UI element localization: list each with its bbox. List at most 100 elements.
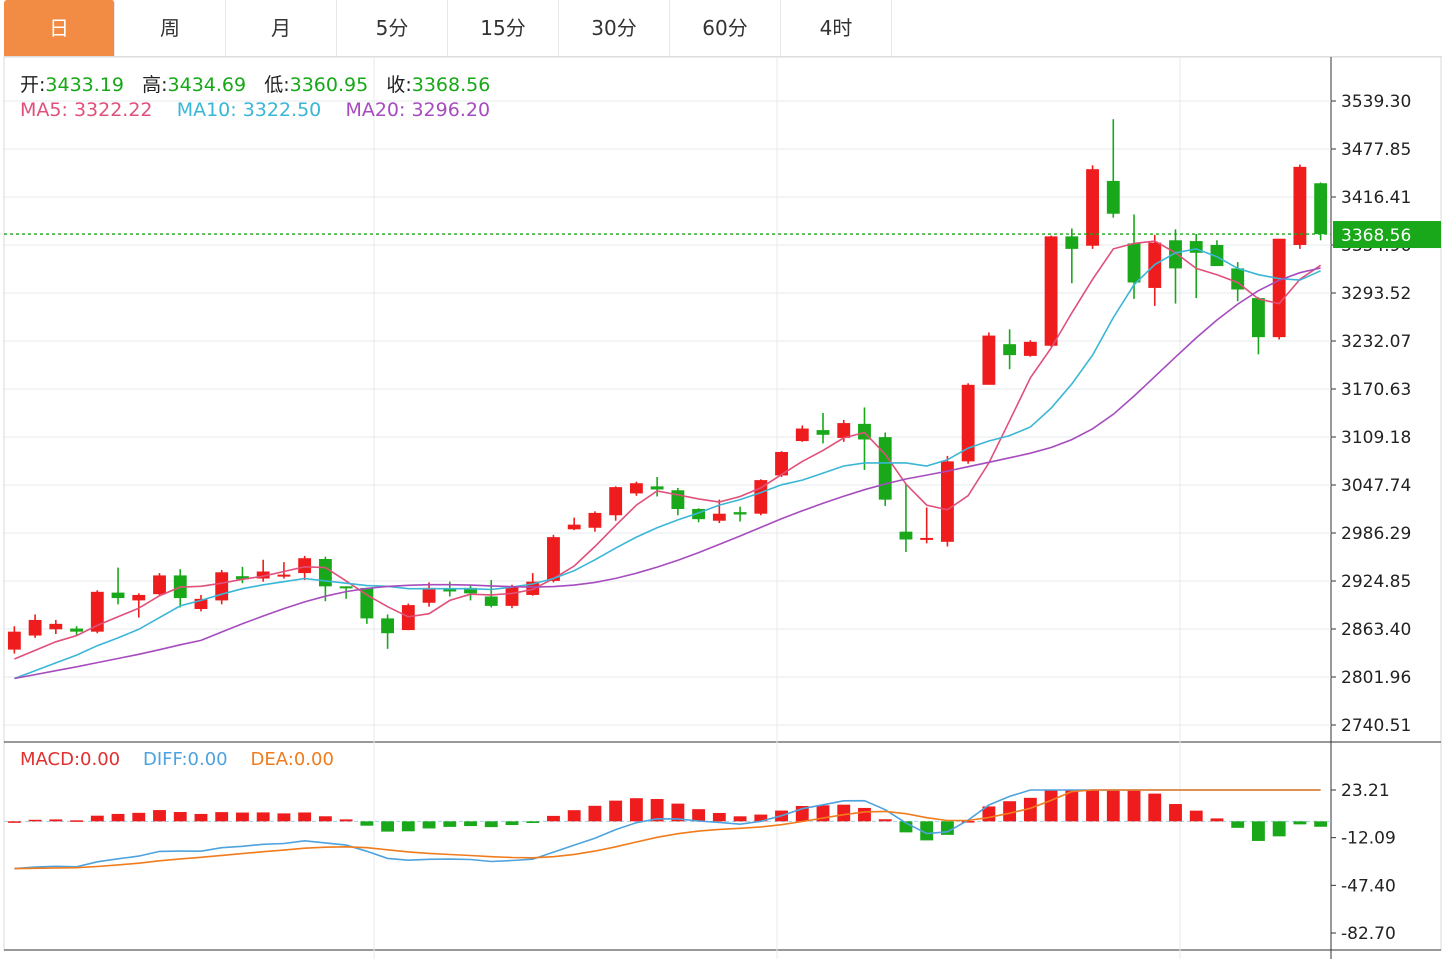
candle-body bbox=[650, 486, 664, 490]
open-label: 开: bbox=[20, 74, 46, 96]
candle-body bbox=[1272, 238, 1286, 338]
candle-body bbox=[132, 594, 146, 601]
candle-body bbox=[878, 437, 892, 500]
macd-bar bbox=[878, 819, 892, 822]
macd-bar bbox=[153, 810, 166, 822]
candle-body bbox=[505, 586, 519, 606]
candle-body bbox=[70, 628, 83, 632]
price-tick-label: 2924.85 bbox=[1341, 572, 1411, 592]
candle-body bbox=[1210, 244, 1224, 267]
macd-bar bbox=[526, 821, 540, 824]
candle-body bbox=[899, 531, 913, 540]
macd-bar bbox=[111, 813, 125, 822]
price-tick-label: 2740.51 bbox=[1341, 716, 1411, 736]
candle-body bbox=[816, 430, 830, 435]
candle-body bbox=[671, 490, 685, 510]
candle-body bbox=[795, 428, 809, 442]
candle-body bbox=[1044, 236, 1058, 346]
candle-body bbox=[609, 487, 623, 516]
candle-body bbox=[360, 587, 374, 619]
macd-bar bbox=[90, 815, 104, 822]
candle-body bbox=[236, 576, 249, 580]
macd-tick-label: 23.21 bbox=[1341, 781, 1390, 801]
macd-info: MACD:0.00 DIFF:0.00 DEA:0.00 bbox=[20, 749, 334, 770]
price-tick-label: 2801.96 bbox=[1341, 668, 1411, 688]
dea-label: DEA: bbox=[250, 749, 294, 770]
macd-bar bbox=[318, 816, 332, 822]
price-tick-label: 3416.41 bbox=[1341, 188, 1411, 208]
macd-bar bbox=[733, 816, 747, 822]
macd-bar bbox=[1252, 821, 1265, 841]
ma5-value: 3322.22 bbox=[73, 99, 153, 121]
macd-bar bbox=[49, 819, 63, 822]
candle-body bbox=[1127, 243, 1141, 283]
tab-week[interactable]: 周 bbox=[115, 0, 226, 56]
ma10-label: MA10: bbox=[176, 99, 237, 121]
candle-body bbox=[982, 335, 996, 385]
low-label: 低: bbox=[264, 74, 290, 96]
macd-bar bbox=[1106, 790, 1120, 822]
candle-body bbox=[298, 558, 312, 574]
candle-body bbox=[28, 619, 42, 636]
tab-30min[interactable]: 30分 bbox=[559, 0, 670, 56]
tab-4hour[interactable]: 4时 bbox=[781, 0, 892, 56]
tab-15min[interactable]: 15分 bbox=[448, 0, 559, 56]
macd-tick-label: -12.09 bbox=[1341, 829, 1396, 849]
macd-bar bbox=[1272, 821, 1286, 837]
macd-bar bbox=[236, 812, 249, 822]
macd-bar bbox=[1086, 790, 1099, 822]
price-tick-label: 3477.85 bbox=[1341, 140, 1411, 160]
price-tick-label: 3232.07 bbox=[1341, 332, 1411, 352]
macd-bar bbox=[422, 821, 436, 829]
candle-body bbox=[1169, 240, 1182, 269]
macd-bar bbox=[1065, 790, 1079, 822]
diff-value: 0.00 bbox=[187, 749, 228, 770]
price-tick-label: 2986.29 bbox=[1341, 524, 1411, 544]
diff-label: DIFF: bbox=[143, 749, 188, 770]
macd-bar bbox=[1044, 790, 1058, 822]
macd-bar bbox=[609, 800, 623, 822]
tab-month[interactable]: 月 bbox=[226, 0, 337, 56]
macd-bar bbox=[920, 821, 934, 841]
candle-body bbox=[961, 384, 975, 462]
macd-bar bbox=[277, 813, 291, 822]
candle-body bbox=[484, 596, 498, 606]
macd-bar bbox=[443, 821, 457, 827]
candle-body bbox=[153, 575, 166, 595]
ma10-value: 3322.50 bbox=[242, 99, 322, 121]
tab-5min[interactable]: 5分 bbox=[337, 0, 448, 56]
close-label: 收: bbox=[386, 74, 412, 96]
macd-bar bbox=[194, 813, 208, 822]
candle-body bbox=[1023, 341, 1037, 356]
price-tick-label: 3047.74 bbox=[1341, 476, 1411, 496]
period-tabs: 日 周 月 5分 15分 30分 60分 4时 bbox=[4, 0, 1442, 57]
candle-body bbox=[443, 589, 457, 592]
ma5-line bbox=[14, 240, 1322, 660]
candle-body bbox=[775, 451, 788, 476]
macd-bar bbox=[1231, 821, 1245, 828]
price-tick-label: 3293.52 bbox=[1341, 284, 1411, 304]
macd-bar bbox=[1148, 793, 1162, 822]
candle-body bbox=[1106, 180, 1120, 214]
close-value: 3368.56 bbox=[411, 74, 491, 96]
macd-bar bbox=[1293, 821, 1307, 825]
ohlc-info: 开:3433.19 高:3434.69 低:3360.95 收:3368.56 bbox=[20, 70, 490, 97]
macd-bar bbox=[588, 805, 602, 822]
candle-body bbox=[90, 591, 104, 632]
candle-body bbox=[7, 631, 21, 650]
macd-bar bbox=[961, 821, 975, 823]
candle-body bbox=[712, 513, 726, 521]
candle-body bbox=[692, 509, 706, 520]
macd-bar bbox=[754, 814, 768, 822]
tab-60min[interactable]: 60分 bbox=[670, 0, 781, 56]
macd-bar bbox=[692, 809, 706, 822]
candle-body bbox=[1003, 344, 1017, 356]
tab-day[interactable]: 日 bbox=[4, 0, 115, 56]
candle-body bbox=[547, 537, 560, 581]
macd-bar bbox=[712, 812, 726, 822]
macd-bar bbox=[173, 812, 187, 822]
price-tick-label: 2863.40 bbox=[1341, 620, 1411, 640]
macd-bar bbox=[547, 815, 560, 822]
price-tick-label: 3170.63 bbox=[1341, 380, 1411, 400]
